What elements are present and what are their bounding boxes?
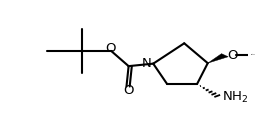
Polygon shape xyxy=(208,54,228,63)
Text: methyl: methyl xyxy=(251,54,255,55)
Text: O: O xyxy=(105,42,116,55)
Text: NH$_2$: NH$_2$ xyxy=(222,90,249,106)
Text: N: N xyxy=(141,57,151,70)
Text: O: O xyxy=(123,84,134,97)
Text: O: O xyxy=(227,49,238,62)
